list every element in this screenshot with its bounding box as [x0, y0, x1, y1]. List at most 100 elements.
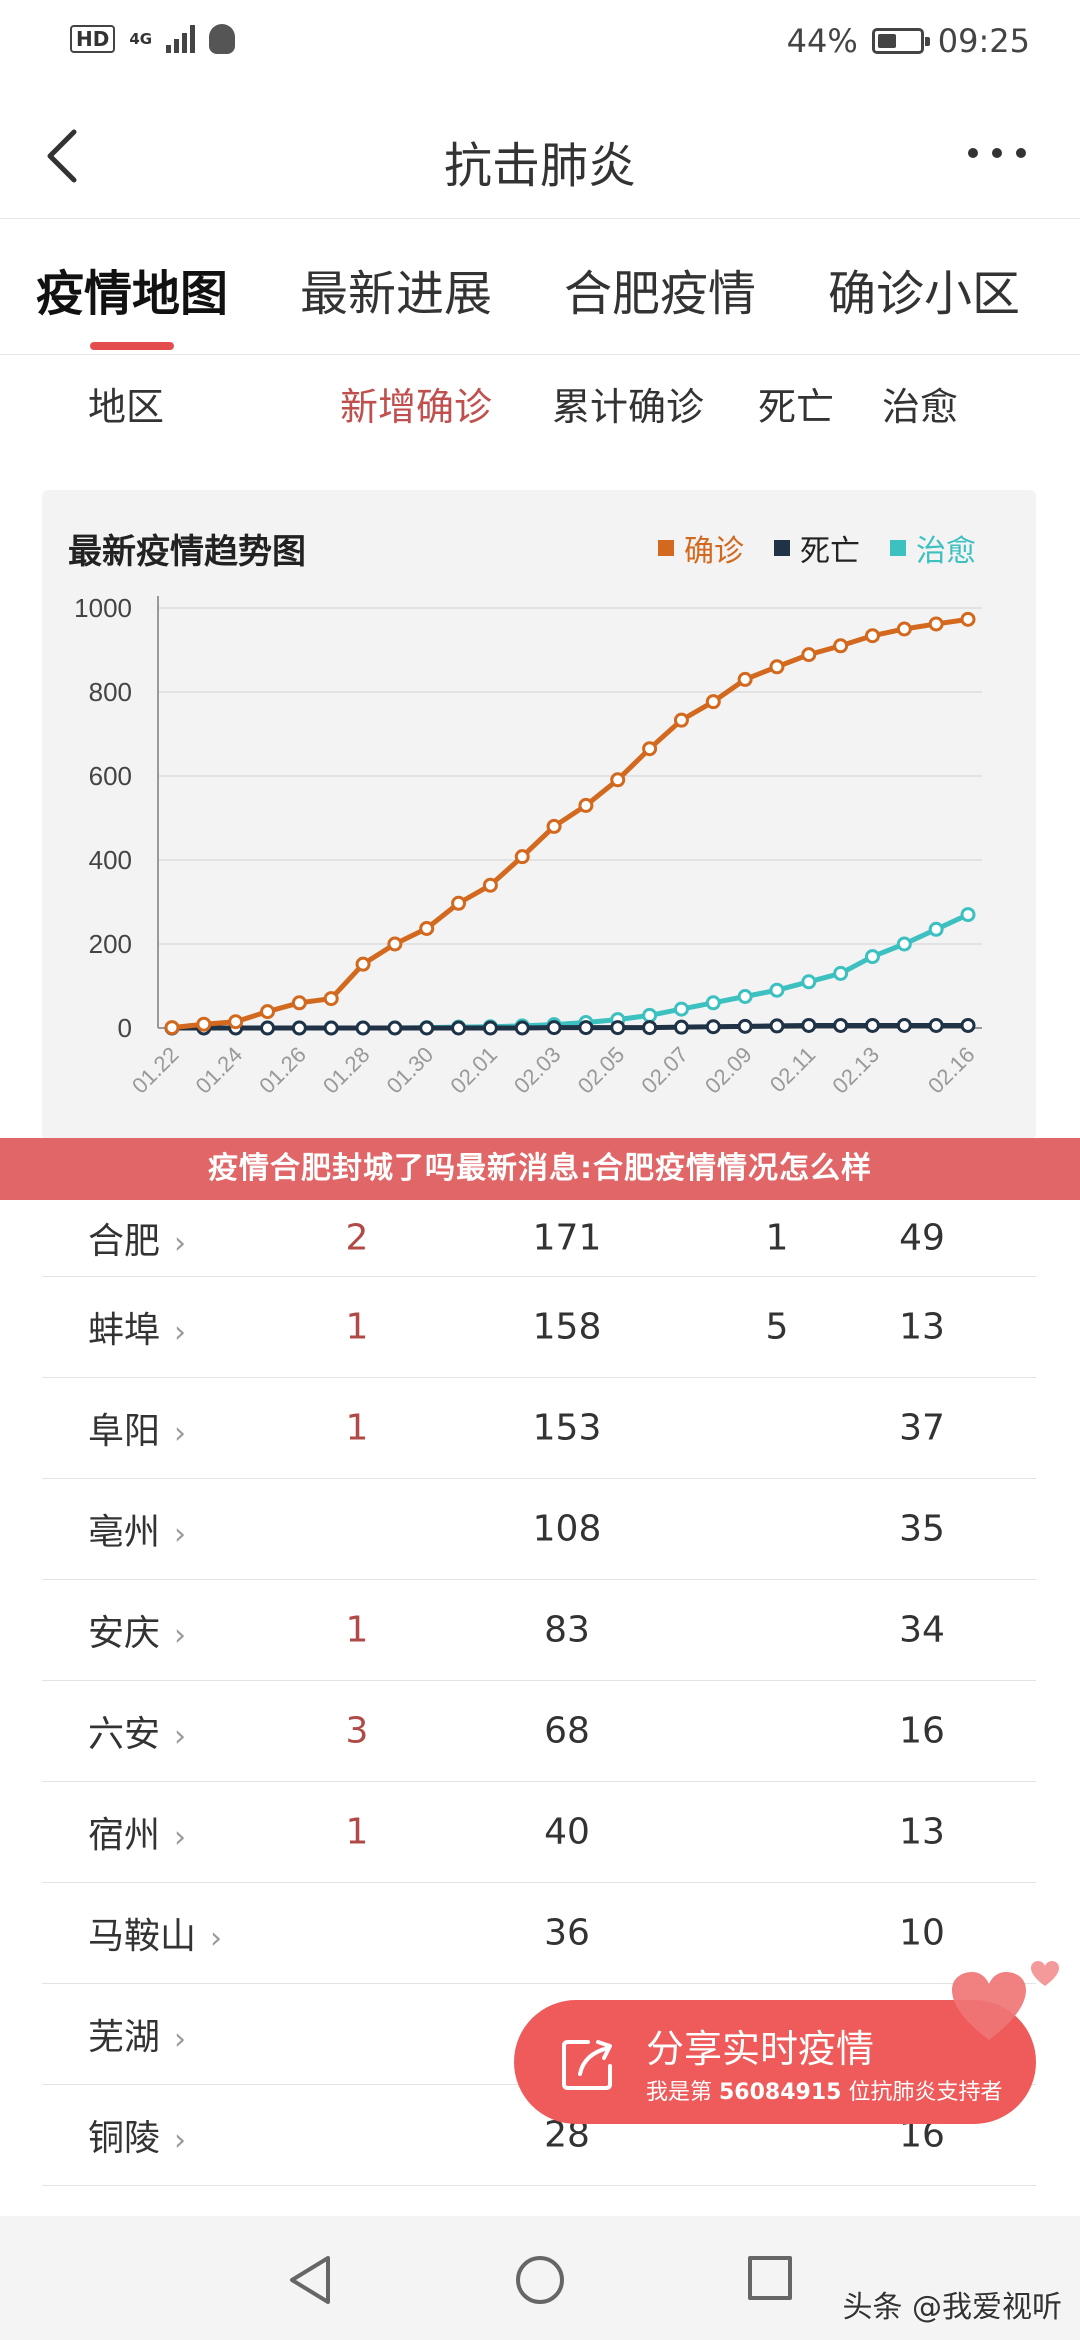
total-confirmed-value: 83: [544, 1609, 590, 1651]
data-point: [801, 647, 817, 663]
data-point: [705, 1019, 721, 1035]
data-point: [164, 1020, 180, 1036]
y-tick-label: 800: [89, 677, 132, 707]
legend-label: 死亡: [800, 534, 860, 569]
tab-confirmed-communities[interactable]: 确诊小区: [828, 266, 1021, 322]
data-point: [801, 1017, 817, 1033]
hd-icon: HD: [70, 25, 116, 53]
chevron-right-icon: ›: [174, 2123, 187, 2158]
sort-total-confirmed[interactable]: 累计确诊: [552, 385, 705, 429]
data-point: [960, 611, 976, 627]
nav-home-icon[interactable]: [516, 2256, 564, 2304]
battery-percent: 44%: [786, 22, 858, 60]
trend-chart: 0 200 400 600 800 1000 01.22 01.24 01.26 01.28 01.…: [74, 593, 982, 1099]
region-label: 亳州: [88, 1512, 161, 1553]
table-row[interactable]: 安庆 › 1 83 34: [42, 1580, 1036, 1681]
data-point: [323, 991, 339, 1007]
y-tick-label: 1000: [74, 593, 132, 623]
data-point: [323, 1020, 339, 1036]
table-row[interactable]: 合肥 › 2 171 1 49: [42, 1200, 1036, 1277]
legend-swatch-confirmed: [658, 540, 674, 556]
total-confirmed-value: 36: [544, 1912, 590, 1954]
data-point: [546, 818, 562, 834]
total-confirmed-value: 171: [532, 1217, 602, 1259]
share-button[interactable]: 分享实时疫情 我是第 56084915 位抗肺炎支持者: [514, 2000, 1036, 2124]
battery-icon: [871, 28, 930, 54]
x-tick-label: 01.24: [191, 1042, 248, 1099]
region-name: 阜阳 ›: [88, 1402, 186, 1454]
region-label: 铜陵: [88, 2118, 161, 2159]
region-label: 芜湖: [88, 2017, 161, 2058]
data-point: [419, 1020, 435, 1036]
data-point: [546, 1020, 562, 1036]
chevron-right-icon: ›: [174, 1719, 187, 1754]
data-point: [801, 974, 817, 990]
nav-recents-icon[interactable]: [748, 2256, 792, 2300]
data-point: [769, 1018, 785, 1034]
x-tick-label: 01.26: [254, 1042, 311, 1099]
tab-bar: 疫情地图 最新进展 合肥疫情 确诊小区: [0, 218, 1080, 355]
data-point: [705, 995, 721, 1011]
region-name: 合肥 ›: [88, 1212, 186, 1264]
table-row[interactable]: 阜阳 › 1 153 37: [42, 1378, 1036, 1479]
sort-deaths[interactable]: 死亡: [758, 385, 835, 429]
status-bar: HD 4G 44% 09:25: [0, 0, 1080, 90]
data-point: [769, 659, 785, 675]
back-arrow-icon[interactable]: [44, 128, 84, 184]
watermark: 头条 @我爱视听: [842, 2290, 1062, 2325]
table-row[interactable]: 蚌埠 › 1 158 5 13: [42, 1277, 1036, 1378]
total-confirmed-value: 153: [532, 1407, 602, 1449]
header-region: 地区: [88, 385, 165, 429]
table-row[interactable]: 亳州 › 108 35: [42, 1479, 1036, 1580]
x-tick-label: 02.05: [573, 1042, 630, 1099]
data-point: [482, 877, 498, 893]
data-point: [482, 1020, 498, 1036]
table-row[interactable]: 芜湖 ›: [42, 1984, 1036, 2085]
nav-back-icon[interactable]: [286, 2254, 334, 2306]
data-point: [610, 772, 626, 788]
new-confirmed-value: 2: [345, 1217, 369, 1259]
data-point: [673, 1001, 689, 1017]
region-name: 铜陵 ›: [88, 2109, 186, 2161]
legend-item: 确诊: [658, 526, 744, 570]
region-name: 六安 ›: [88, 1705, 186, 1757]
data-point: [642, 741, 658, 757]
more-options-icon[interactable]: [968, 148, 1026, 158]
data-point: [451, 895, 467, 911]
title-bar: 抗击肺炎: [0, 90, 1080, 219]
data-point: [642, 1020, 658, 1036]
tab-epidemic-map[interactable]: 疫情地图: [36, 266, 229, 322]
data-point: [769, 982, 785, 998]
data-point: [960, 907, 976, 923]
chevron-right-icon: ›: [174, 1226, 187, 1261]
column-headers: 地区 新增确诊 累计确诊 死亡 治愈: [0, 354, 1080, 444]
data-point: [928, 921, 944, 937]
data-point: [896, 936, 912, 952]
region-label: 六安: [88, 1714, 161, 1755]
x-tick-label: 01.30: [382, 1042, 439, 1099]
data-point: [833, 638, 849, 654]
region-name: 马鞍山 ›: [88, 1907, 222, 1959]
share-subtitle: 我是第 56084915 位抗肺炎支持者: [646, 2080, 1003, 2105]
data-point: [737, 1018, 753, 1034]
cured-value: 13: [899, 1306, 945, 1348]
data-point: [864, 628, 880, 644]
table-row[interactable]: 六安 › 3 68 16: [42, 1681, 1036, 1782]
tab-hefei-epidemic[interactable]: 合肥疫情: [564, 266, 757, 322]
total-confirmed-value: 158: [532, 1306, 602, 1348]
data-point: [451, 1020, 467, 1036]
data-point: [833, 965, 849, 981]
sort-new-confirmed[interactable]: 新增确诊: [340, 385, 493, 429]
x-tick-label: 02.09: [700, 1042, 757, 1099]
chevron-right-icon: ›: [210, 1921, 223, 1956]
legend-swatch-cured: [890, 540, 906, 556]
data-point: [928, 616, 944, 632]
legend-label: 治愈: [916, 534, 976, 569]
table-row[interactable]: 马鞍山 › 36 10: [42, 1883, 1036, 1984]
tab-latest-progress[interactable]: 最新进展: [300, 266, 493, 322]
table-row[interactable]: 宿州 › 1 40 13: [42, 1782, 1036, 1883]
data-point: [514, 1020, 530, 1036]
headline-banner[interactable]: 疫情合肥封城了吗最新消息:合肥疫情情况怎么样: [0, 1138, 1080, 1200]
chevron-right-icon: ›: [174, 1618, 187, 1653]
sort-cured[interactable]: 治愈: [882, 385, 959, 429]
